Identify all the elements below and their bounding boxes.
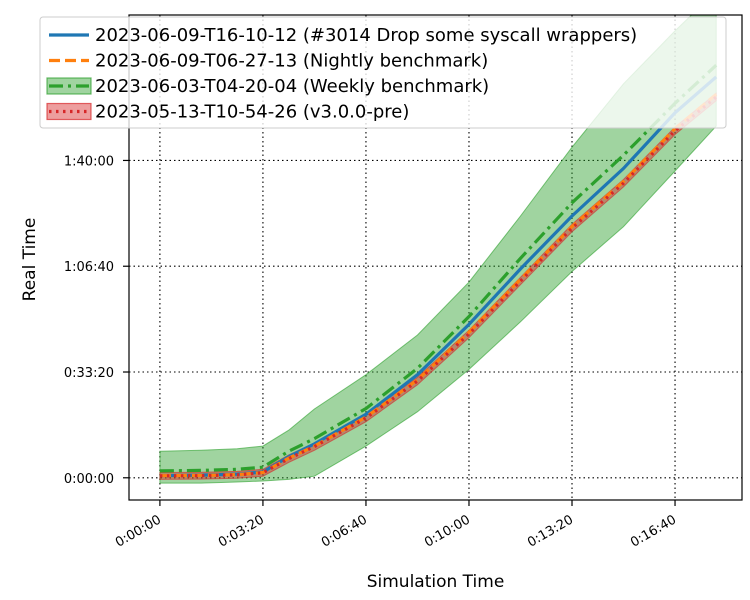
y-tick-label: 0:00:00 [64, 472, 114, 487]
legend-entry-label: 2023-05-13-T10-54-26 (v3.0.0-pre) [95, 102, 409, 123]
legend-entry-label: 2023-06-03-T04-20-04 (Weekly benchmark) [95, 76, 489, 97]
series-line [159, 64, 718, 473]
legend-box [39, 16, 727, 129]
legend-entry-label: 2023-06-09-T06-27-13 (Nightly benchmark) [95, 51, 488, 72]
legend-entry-label: 2023-06-09-T16-10-12 (#3014 Drop some sy… [95, 25, 637, 46]
grid [129, 15, 742, 500]
plot-frame [128, 14, 743, 501]
series-line [159, 93, 718, 478]
legend: 2023-06-09-T16-10-12 (#3014 Drop some sy… [39, 16, 727, 129]
y-tick-label: 0:33:20 [64, 366, 114, 381]
y-axis-label: Real Time [20, 218, 40, 302]
legend-band-swatch [46, 102, 92, 121]
series-lines [159, 64, 718, 478]
y-tick-label: 1:40:00 [64, 154, 114, 169]
y-tick-label: 1:06:40 [64, 260, 114, 275]
x-axis-label: Simulation Time [367, 572, 505, 592]
